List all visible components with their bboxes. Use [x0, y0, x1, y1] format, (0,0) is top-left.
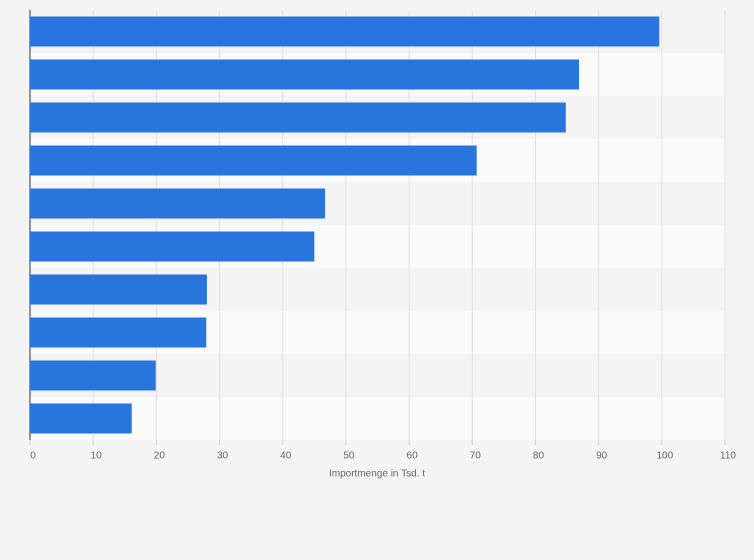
bar	[30, 102, 566, 133]
x-axis-label: Importmenge in Tsd. t	[329, 469, 425, 480]
x-tick-label: 60	[407, 451, 419, 462]
bar	[30, 403, 132, 434]
bar	[30, 274, 207, 305]
x-tick-label: 70	[470, 451, 482, 462]
bar	[30, 231, 315, 262]
x-tick-label: 0	[30, 451, 36, 462]
bar	[30, 145, 477, 176]
x-tick-label: 100	[656, 451, 673, 462]
x-tick-label: 90	[596, 451, 608, 462]
x-tick-label: 110	[720, 451, 736, 462]
x-tick-label: 30	[217, 451, 229, 462]
bar	[30, 59, 580, 90]
bar	[30, 360, 156, 391]
x-tick-label: 40	[280, 451, 292, 462]
bar	[30, 16, 660, 47]
bar	[30, 317, 207, 348]
row-band	[30, 397, 725, 440]
x-tick-label: 10	[91, 451, 103, 462]
x-tick-label: 80	[533, 451, 545, 462]
x-tick-label: 50	[343, 451, 355, 462]
bar	[30, 188, 326, 219]
x-tick-label: 20	[154, 451, 166, 462]
